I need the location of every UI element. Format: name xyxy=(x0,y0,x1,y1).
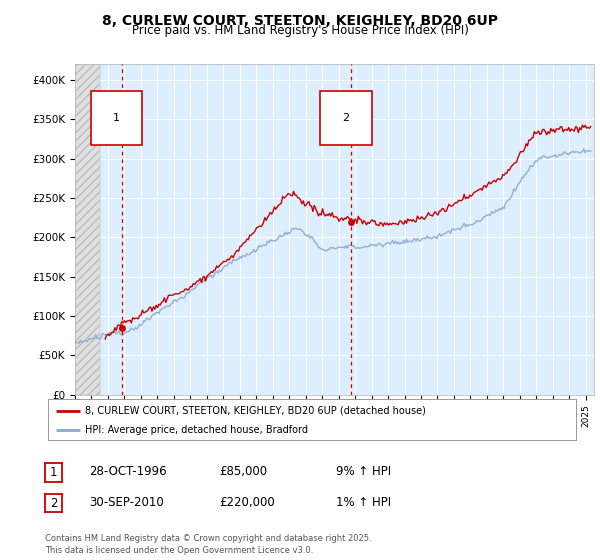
Text: 28-OCT-1996: 28-OCT-1996 xyxy=(89,465,166,478)
Text: Contains HM Land Registry data © Crown copyright and database right 2025.
This d: Contains HM Land Registry data © Crown c… xyxy=(45,534,371,555)
Text: Price paid vs. HM Land Registry's House Price Index (HPI): Price paid vs. HM Land Registry's House … xyxy=(131,24,469,37)
Text: 8, CURLEW COURT, STEETON, KEIGHLEY, BD20 6UP: 8, CURLEW COURT, STEETON, KEIGHLEY, BD20… xyxy=(102,14,498,28)
Text: 8, CURLEW COURT, STEETON, KEIGHLEY, BD20 6UP (detached house): 8, CURLEW COURT, STEETON, KEIGHLEY, BD20… xyxy=(85,405,426,416)
Text: 30-SEP-2010: 30-SEP-2010 xyxy=(89,496,164,509)
Text: 9% ↑ HPI: 9% ↑ HPI xyxy=(336,465,391,478)
Text: HPI: Average price, detached house, Bradford: HPI: Average price, detached house, Brad… xyxy=(85,424,308,435)
Text: 1: 1 xyxy=(113,113,120,123)
Text: £220,000: £220,000 xyxy=(219,496,275,509)
Text: 1% ↑ HPI: 1% ↑ HPI xyxy=(336,496,391,509)
Text: 1: 1 xyxy=(50,466,57,479)
Text: 2: 2 xyxy=(50,497,57,510)
Bar xyxy=(75,64,100,395)
Text: 2: 2 xyxy=(343,113,350,123)
Text: £85,000: £85,000 xyxy=(219,465,267,478)
